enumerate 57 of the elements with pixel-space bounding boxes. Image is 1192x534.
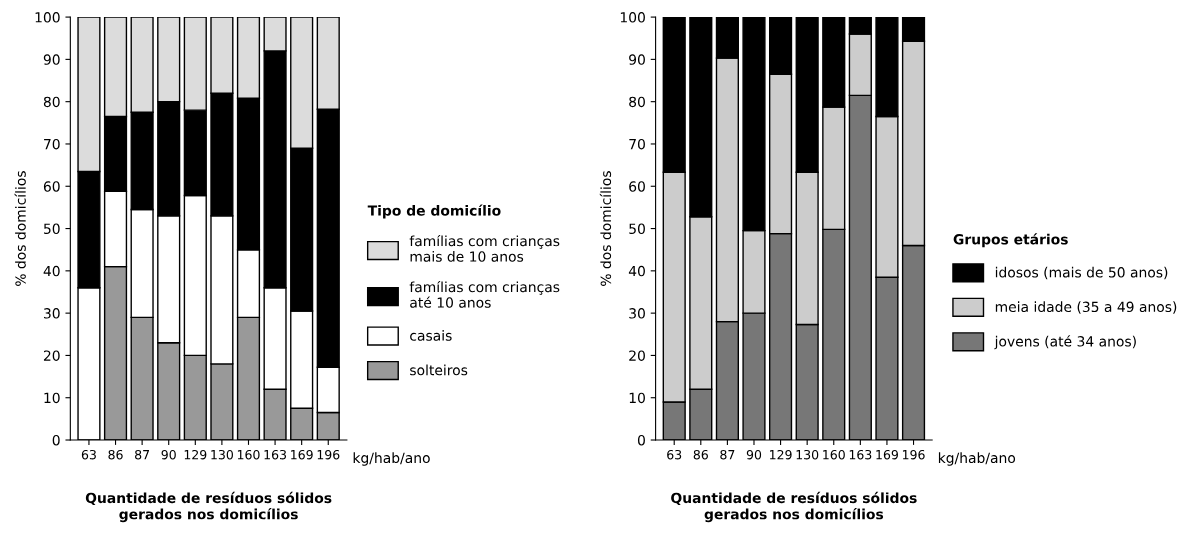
x-tick-label: 129 bbox=[184, 449, 207, 460]
x-tick-label: 160 bbox=[237, 449, 260, 460]
x-tick-label: 87 bbox=[720, 449, 735, 460]
legend-label: famílias com crianças até 10 anos bbox=[409, 280, 560, 308]
y-tick-label: 10 bbox=[629, 392, 645, 404]
y-tick-label: 60 bbox=[629, 181, 645, 192]
y-tick-label: 80 bbox=[629, 96, 645, 108]
y-tick-label: 60 bbox=[43, 181, 60, 192]
y-tick-label: 80 bbox=[43, 96, 60, 108]
x-tick-label: 130 bbox=[796, 449, 819, 460]
y-tick-label: 20 bbox=[43, 350, 60, 361]
x-axis-title: Quantidade de resíduos sólidos gerados nos domicílios bbox=[671, 491, 917, 523]
legend-title: Grupos etários bbox=[953, 233, 1068, 248]
x-tick-label: 63 bbox=[667, 449, 682, 460]
x-tick-label: 160 bbox=[823, 449, 845, 460]
x-tick-label: 169 bbox=[291, 449, 313, 460]
x-tick-label: 90 bbox=[746, 449, 762, 460]
legend-title: Tipo de domicílio bbox=[367, 204, 501, 219]
x-tick-label: 86 bbox=[108, 449, 123, 460]
x-tick-label: 86 bbox=[693, 449, 708, 460]
legend-label: casais bbox=[410, 330, 452, 341]
text: kg/hab/ano bbox=[938, 452, 1016, 466]
y-tick-label: 70 bbox=[44, 138, 60, 150]
y-axis-title: % dos domicílios bbox=[599, 171, 612, 286]
y-tick-label: 50 bbox=[44, 223, 60, 235]
y-tick-label: 40 bbox=[628, 265, 645, 277]
y-tick-label: 100 bbox=[35, 12, 60, 23]
x-tick-label: 169 bbox=[876, 449, 898, 460]
x-tick-label: 90 bbox=[161, 449, 176, 460]
y-axis-title: % dos domicílios bbox=[14, 171, 26, 286]
legend-label: idosos (mais de 50 anos) bbox=[995, 266, 1168, 280]
y-tick-label: 100 bbox=[620, 12, 645, 23]
x-axis-title: Quantidade de resíduos sólidos gerados nos domicílios bbox=[85, 491, 332, 523]
y-tick-label: 30 bbox=[629, 308, 645, 319]
x-tick-label: 63 bbox=[81, 449, 96, 460]
y-tick-label: 90 bbox=[43, 54, 60, 65]
y-tick-label: 30 bbox=[43, 308, 60, 319]
x-tick-label: 196 bbox=[317, 449, 340, 460]
legend-label: solteiros bbox=[410, 364, 468, 376]
y-tick-label: 40 bbox=[43, 265, 60, 277]
x-tick-label: 196 bbox=[902, 449, 925, 460]
y-tick-label: 70 bbox=[629, 138, 645, 150]
y-tick-label: 0 bbox=[52, 434, 60, 446]
x-tick-label: 163 bbox=[264, 449, 286, 460]
y-tick-label: 0 bbox=[637, 434, 645, 446]
x-tick-label: 129 bbox=[770, 449, 792, 460]
y-tick-label: 50 bbox=[629, 223, 645, 235]
y-tick-label: 90 bbox=[629, 54, 645, 65]
text: kg/hab/ano bbox=[353, 452, 430, 466]
x-tick-label: 130 bbox=[211, 449, 233, 460]
x-tick-label: 87 bbox=[135, 449, 150, 460]
y-tick-label: 20 bbox=[629, 350, 645, 361]
x-tick-label: 163 bbox=[849, 449, 872, 460]
y-tick-label: 10 bbox=[44, 392, 60, 404]
legend-label: meia idade (35 a 49 anos) bbox=[995, 301, 1177, 314]
legend-label: jovens (até 34 anos) bbox=[994, 335, 1136, 350]
legend-label: famílias com crianças mais de 10 anos bbox=[409, 234, 560, 262]
